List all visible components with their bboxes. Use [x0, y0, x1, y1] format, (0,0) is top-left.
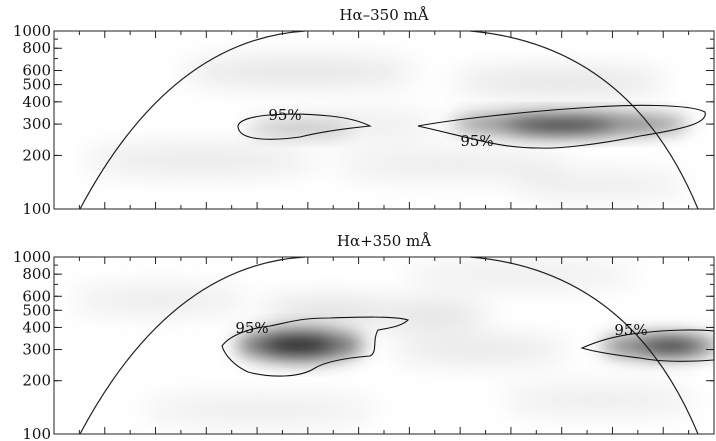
panel-top-background-power: [80, 64, 690, 194]
panel-top-peaks: [245, 113, 690, 136]
y-tick-label: 800: [22, 265, 51, 283]
panel-bottom-cone-of-influence: [79, 256, 699, 435]
panel-bottom-peaks: [235, 329, 714, 361]
panel-bottom-contour-label-1: 95%: [235, 319, 268, 337]
panel-bottom-contour-2: [580, 329, 715, 362]
y-tick-label: 400: [22, 93, 51, 111]
y-tick-label: 800: [22, 39, 51, 57]
panel-top-contour-label-2: 95%: [460, 132, 493, 150]
panel-bottom-title: Hα+350 mÅ: [337, 232, 431, 250]
y-tick-label: 1000: [13, 248, 51, 266]
panel-top-contour-2: [417, 104, 706, 149]
y-tick-label: 500: [22, 301, 51, 319]
y-tick-label: 1000: [13, 22, 51, 40]
panel-bottom-contour-label-2: 95%: [614, 321, 647, 339]
panel-top-contour-1: [237, 113, 372, 140]
y-tick-label: 600: [22, 287, 51, 305]
panel-top-power-map: [80, 64, 690, 194]
y-tick-label: 300: [22, 115, 51, 133]
y-tick-label: 100: [22, 425, 51, 441]
y-tick-label: 400: [22, 318, 51, 336]
y-tick-label: 100: [22, 200, 51, 218]
y-tick-label: 300: [22, 341, 51, 359]
y-tick-label: 200: [22, 372, 51, 390]
y-tick-label: 600: [22, 61, 51, 79]
panel-bottom-power-map: [70, 267, 714, 420]
y-tick-label: 500: [22, 76, 51, 94]
y-tick-label: 200: [22, 146, 51, 164]
panel-top-contour-label-1: 95%: [268, 106, 301, 124]
panel-top-title: Hα–350 mÅ: [339, 6, 428, 24]
panel-bottom-contour-1: [221, 316, 410, 377]
panel-top-cone-of-influence: [79, 30, 699, 210]
